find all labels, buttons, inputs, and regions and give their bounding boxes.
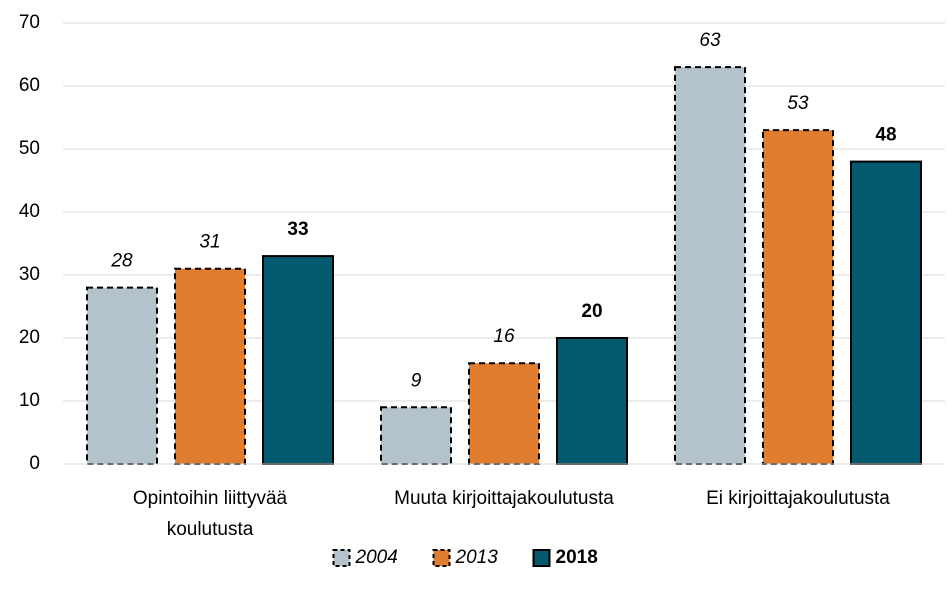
bar [380, 406, 452, 465]
bar [556, 337, 628, 465]
data-label: 9 [411, 370, 422, 391]
bar [468, 362, 540, 466]
y-tick-label: 50 [19, 138, 40, 159]
data-label: 53 [787, 93, 809, 114]
legend-swatch [532, 549, 551, 567]
bar [174, 267, 246, 466]
bar [86, 286, 158, 465]
legend-swatch [332, 549, 351, 567]
legend-label: 2013 [455, 547, 499, 568]
data-label: 33 [287, 219, 308, 240]
data-label: 20 [581, 301, 602, 322]
legend-swatch [432, 549, 451, 567]
y-tick-label: 40 [19, 201, 40, 222]
y-tick-label: 70 [19, 12, 40, 33]
y-tick-label: 0 [29, 453, 40, 474]
data-label: 16 [493, 326, 515, 347]
legend-label: 2004 [355, 547, 398, 568]
bar [762, 129, 834, 465]
data-label: 63 [699, 30, 721, 51]
data-label: 28 [110, 251, 133, 272]
x-tick-label: Muuta kirjoittajakoulutusta [394, 488, 614, 509]
data-label: 31 [199, 232, 220, 253]
bar [674, 66, 746, 465]
y-tick-label: 30 [19, 264, 40, 285]
y-tick-label: 20 [19, 327, 40, 348]
bar [262, 255, 334, 465]
y-tick-label: 60 [19, 75, 40, 96]
data-label: 48 [875, 125, 896, 146]
x-tick-label: Ei kirjoittajakoulutusta [706, 488, 890, 509]
legend-label: 2018 [556, 547, 598, 568]
x-tick-label: Opintoihin liittyvää koulutusta [133, 488, 288, 540]
y-tick-label: 10 [19, 390, 40, 411]
bar [850, 160, 922, 465]
